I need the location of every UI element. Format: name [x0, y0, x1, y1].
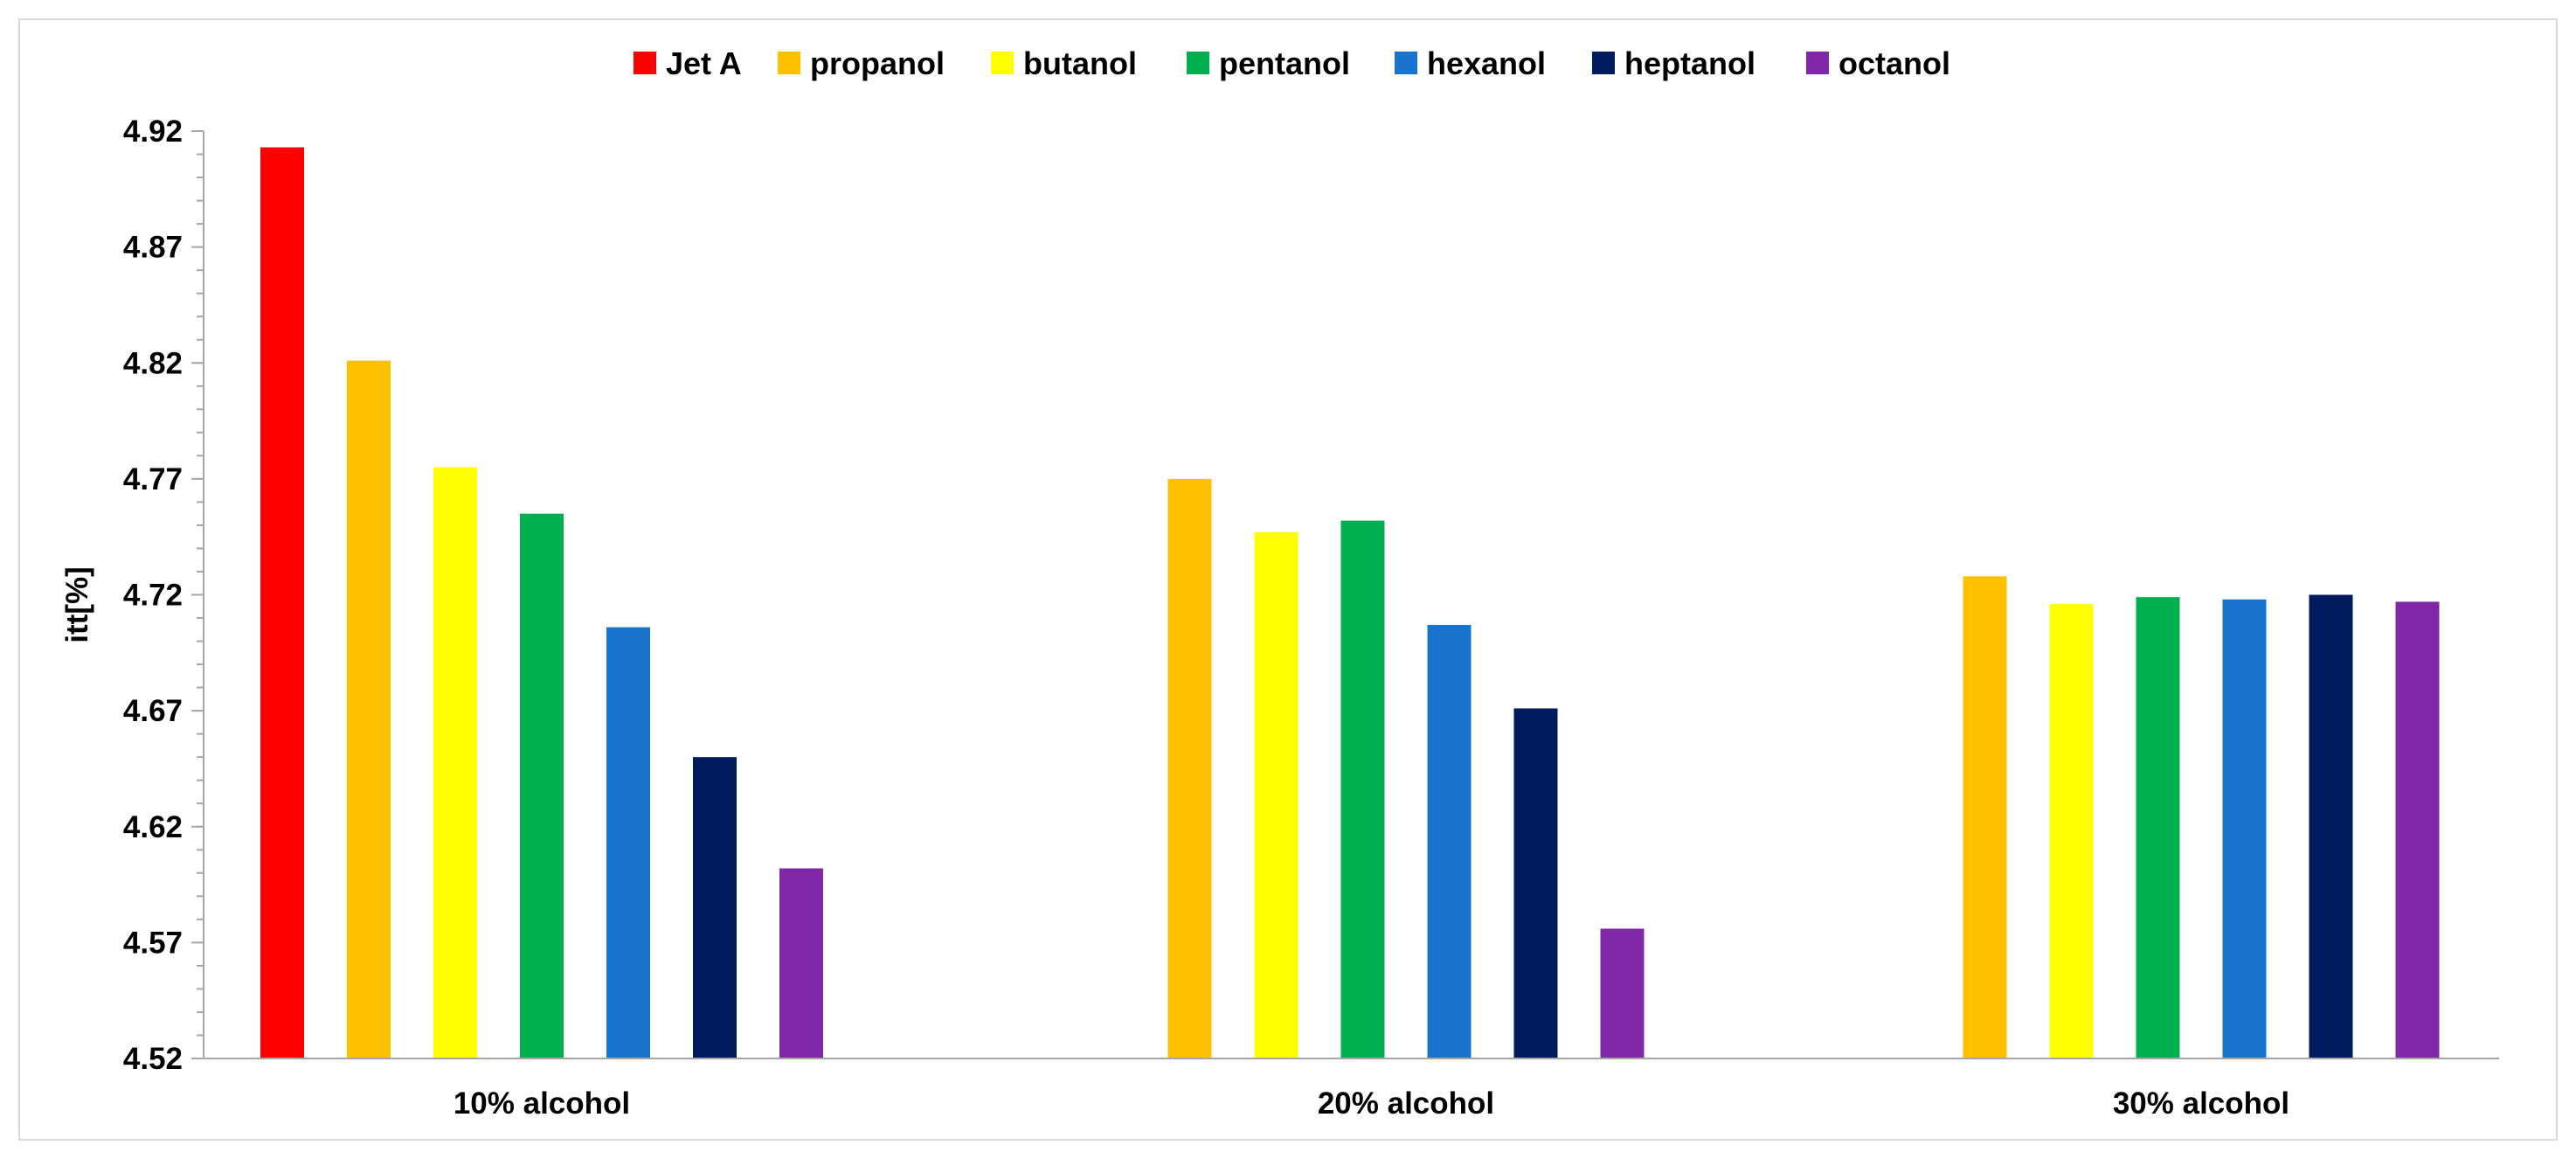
legend: Jet A propanol butanol pentanol hexanol hepta… — [634, 45, 1950, 81]
x-axis: 10% alcohol 20% alcohol 30% alcohol — [204, 1058, 2499, 1121]
legend-swatch — [1395, 52, 1417, 74]
legend-item: pentanol — [1187, 45, 1350, 81]
y-tick-label: 4.52 — [123, 1042, 183, 1076]
legend-swatch — [991, 52, 1014, 74]
y-axis: 4.52 4.57 4.62 4.67 4.72 4.77 4.82 4.87 4.92 — [123, 115, 204, 1076]
y-tick-label: 4.82 — [123, 346, 183, 380]
legend-swatch — [1592, 52, 1615, 74]
bar-butanol — [1254, 531, 1298, 1058]
bar-jet-a — [260, 147, 304, 1058]
legend-swatch — [1806, 52, 1829, 74]
legend-swatch — [778, 52, 800, 74]
y-tick-label: 4.72 — [123, 579, 183, 613]
y-tick-label: 4.67 — [123, 694, 183, 728]
bar-pentanol — [2136, 597, 2180, 1058]
legend-item: Jet A — [634, 45, 742, 81]
legend-label: pentanol — [1219, 45, 1350, 81]
bar-octanol — [779, 868, 823, 1058]
legend-swatch — [634, 52, 656, 74]
y-tick-label: 4.57 — [123, 926, 183, 960]
legend-label: octanol — [1839, 45, 1950, 81]
bar-octanol — [1600, 928, 1645, 1058]
legend-item: hexanol — [1395, 45, 1546, 81]
bar-propanol — [347, 360, 391, 1058]
bar-propanol — [1963, 576, 2007, 1058]
legend-item: butanol — [991, 45, 1137, 81]
bar-propanol — [1167, 478, 1212, 1058]
bar-butanol — [2049, 604, 2094, 1058]
legend-label: propanol — [810, 45, 945, 81]
bar-hexanol — [2222, 599, 2267, 1058]
bar-hexanol — [606, 627, 650, 1058]
y-tick-label: 4.92 — [123, 115, 183, 149]
y-axis-title: itt[%] — [60, 566, 94, 642]
legend-label: hexanol — [1427, 45, 1546, 81]
y-tick-label: 4.62 — [123, 810, 183, 844]
x-tick-label: 20% alcohol — [1318, 1086, 1494, 1121]
bar-pentanol — [520, 513, 564, 1058]
bars — [260, 147, 2440, 1058]
bar-hexanol — [1427, 624, 1472, 1058]
y-tick-label: 4.87 — [123, 231, 183, 265]
x-tick-label: 30% alcohol — [2113, 1086, 2289, 1121]
bar-heptanol — [693, 757, 737, 1058]
legend-label: heptanol — [1624, 45, 1755, 81]
legend-item: propanol — [778, 45, 945, 81]
y-tick-label: 4.77 — [123, 462, 183, 496]
x-tick-label: 10% alcohol — [454, 1086, 630, 1121]
bar-heptanol — [1513, 708, 1558, 1058]
bar-heptanol — [2309, 594, 2353, 1058]
legend-item: octanol — [1806, 45, 1950, 81]
legend-label: Jet A — [666, 45, 742, 81]
legend-item: heptanol — [1592, 45, 1755, 81]
bar-octanol — [2395, 601, 2440, 1058]
bar-butanol — [433, 467, 477, 1058]
bar-pentanol — [1340, 520, 1385, 1058]
legend-swatch — [1187, 52, 1209, 74]
legend-label: butanol — [1023, 45, 1137, 81]
